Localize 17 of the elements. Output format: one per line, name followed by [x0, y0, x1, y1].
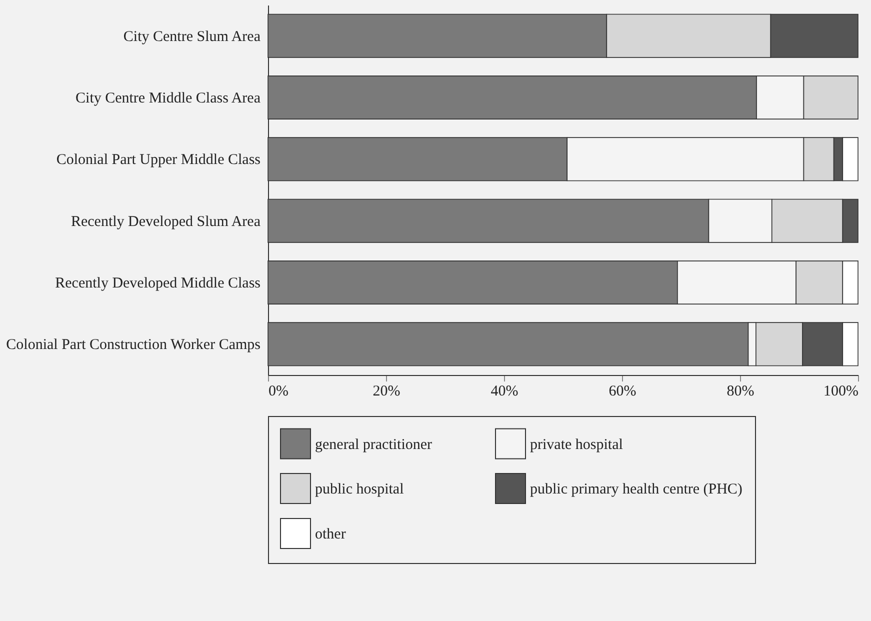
x-tick-label: 80% [726, 384, 754, 400]
legend-label: public hospital [315, 482, 404, 498]
legend-label: private hospital [530, 436, 623, 453]
x-tick-label: 0% [268, 384, 288, 400]
y-tick-label: City Centre Middle Class Area [76, 90, 261, 106]
legend-label: other [315, 526, 346, 542]
y-tick-label: Recently Developed Middle Class [55, 276, 261, 292]
legend-label: public primary health centre (PHC) [530, 482, 742, 498]
y-tick-label: Recently Developed Slum Area [70, 214, 261, 230]
legend-label: general practitioner [315, 436, 432, 453]
x-tick-label: 40% [490, 384, 518, 400]
y-tick-label: City Centre Slum Area [123, 28, 261, 45]
x-tick-label: 60% [608, 384, 636, 400]
y-tick-label: Colonial Part Construction Worker Camps [6, 337, 261, 354]
y-tick-label: Colonial Part Upper Middle Class [56, 152, 261, 168]
x-tick-label: 100% [824, 384, 858, 400]
x-tick-label: 20% [372, 384, 400, 400]
